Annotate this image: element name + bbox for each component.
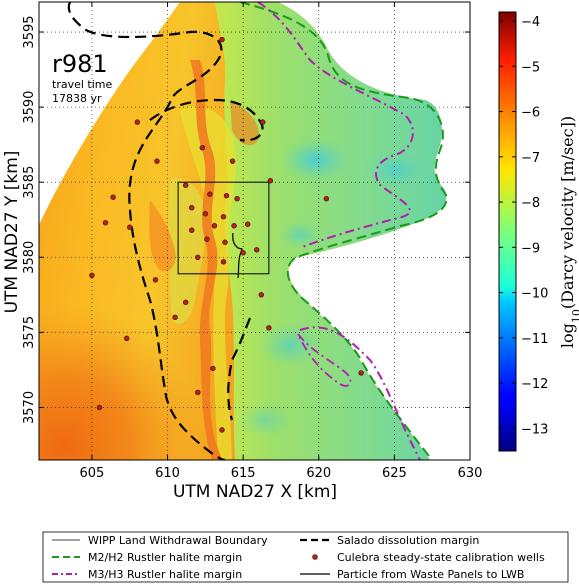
well-marker-4 — [154, 158, 160, 164]
well-marker-10 — [234, 196, 240, 202]
legend-m2h2-label: M2/H2 Rustler halite margin — [88, 551, 242, 564]
well-marker-37 — [219, 427, 225, 433]
legend-salado-label: Salado dissolution margin — [337, 534, 479, 547]
x-axis-label: UTM NAD27 X [km] — [173, 482, 337, 502]
salado-margin-line — [67, 2, 264, 460]
wipp-land-withdrawal-boundary — [177, 181, 270, 275]
well-marker-39 — [358, 370, 364, 376]
particle-path — [232, 232, 243, 279]
x-tick-label-5: 630 — [458, 466, 483, 481]
y-axis-label: UTM NAD27 Y [km] — [2, 151, 22, 314]
well-marker-7 — [267, 177, 274, 184]
y-ticks: 3570 3575 3580 3585 3590 3595 — [22, 15, 470, 424]
legend-swatch-wells — [312, 554, 318, 560]
well-marker-38 — [96, 404, 103, 411]
well-marker-3 — [199, 144, 206, 151]
cb-tick-label-4: −8 — [521, 196, 540, 211]
well-marker-0 — [219, 36, 225, 43]
legend-wells-label: Culebra steady-state calibration wells — [337, 551, 545, 564]
y-tick-label-1: 3575 — [22, 316, 37, 349]
well-marker-33 — [266, 325, 272, 331]
m3h3-margin-line — [257, 2, 421, 460]
legend-wipp-label: WIPP Land Withdrawal Boundary — [88, 534, 268, 547]
y-tick-label-3: 3585 — [22, 166, 37, 199]
velocity-field — [39, 2, 470, 460]
well-marker-31 — [182, 299, 189, 306]
well-marker-17 — [189, 227, 195, 233]
x-tick-label-4: 625 — [382, 466, 407, 481]
x-tick-label-2: 615 — [231, 466, 256, 481]
cb-tick-label-1: −5 — [521, 60, 540, 75]
well-marker-20 — [240, 250, 246, 256]
colorbar-label: log10(Darcy velocity [m/sec]) — [558, 116, 579, 348]
legend-m3h3-label: M3/H3 Rustler halite margin — [88, 568, 242, 581]
well-marker-30 — [172, 314, 178, 321]
well-marker-27 — [127, 224, 133, 230]
legend: WIPP Land Withdrawal Boundary Salado dis… — [52, 534, 545, 581]
well-marker-22 — [195, 254, 201, 260]
m2h2-margin-line — [239, 2, 448, 460]
y-tick-label-4: 3590 — [22, 91, 37, 124]
well-marker-9 — [223, 193, 230, 199]
x-tick-label-1: 610 — [155, 466, 180, 481]
well-marker-12 — [202, 211, 209, 217]
well-marker-1 — [134, 119, 140, 125]
well-marker-8 — [207, 191, 213, 197]
well-marker-6 — [182, 182, 189, 188]
well-marker-36 — [195, 389, 201, 396]
map-label: r981 — [52, 50, 108, 78]
well-marker-32 — [258, 292, 265, 298]
well-marker-26 — [102, 220, 109, 226]
well-marker-23 — [220, 259, 227, 265]
grid-lines — [39, 2, 470, 460]
cb-tick-label-3: −7 — [521, 151, 540, 166]
y-tick-label-2: 3580 — [22, 241, 37, 274]
well-marker-29 — [152, 277, 159, 283]
travel-time-value: 17838 yr — [52, 92, 102, 105]
cb-tick-label-8: −12 — [521, 377, 548, 392]
x-tick-label-3: 620 — [306, 466, 331, 481]
well-marker-34 — [124, 335, 130, 342]
cb-tick-label-5: −9 — [521, 241, 540, 256]
well-marker-16 — [244, 221, 251, 227]
cb-tick-label-6: −10 — [521, 287, 548, 302]
well-marker-14 — [211, 223, 218, 229]
well-marker-18 — [204, 236, 210, 242]
well-marker-21 — [254, 247, 260, 253]
well-marker-11 — [189, 205, 195, 211]
plot-frame — [38, 1, 471, 461]
cb-tick-label-9: −13 — [521, 422, 548, 437]
legend-particle-label: Particle from Waste Panels to LWB — [337, 568, 524, 581]
calibration-wells — [89, 36, 364, 433]
well-marker-25 — [110, 194, 116, 200]
well-marker-5 — [229, 158, 236, 164]
y-tick-label-0: 3570 — [22, 391, 37, 424]
margin-lines — [67, 2, 448, 460]
cb-tick-label-0: −4 — [521, 15, 540, 30]
well-marker-13 — [220, 214, 227, 220]
cb-tick-label-7: −11 — [521, 332, 548, 347]
well-marker-15 — [231, 223, 237, 229]
x-tick-label-0: 605 — [80, 466, 105, 481]
colorbar-ticks: −4 −5 −6 −7 −8 −9 −10 −11 −12 −13 — [499, 15, 548, 437]
well-marker-28 — [89, 272, 95, 278]
travel-time-label: travel time — [52, 78, 112, 91]
y-tick-label-5: 3595 — [22, 15, 37, 48]
colorbar — [498, 11, 517, 452]
x-ticks: 605 610 615 620 625 630 — [80, 2, 483, 481]
well-marker-35 — [210, 365, 216, 372]
well-marker-24 — [323, 196, 330, 202]
well-marker-19 — [222, 239, 228, 245]
well-marker-2 — [260, 119, 266, 125]
cb-tick-label-2: −6 — [521, 106, 540, 121]
